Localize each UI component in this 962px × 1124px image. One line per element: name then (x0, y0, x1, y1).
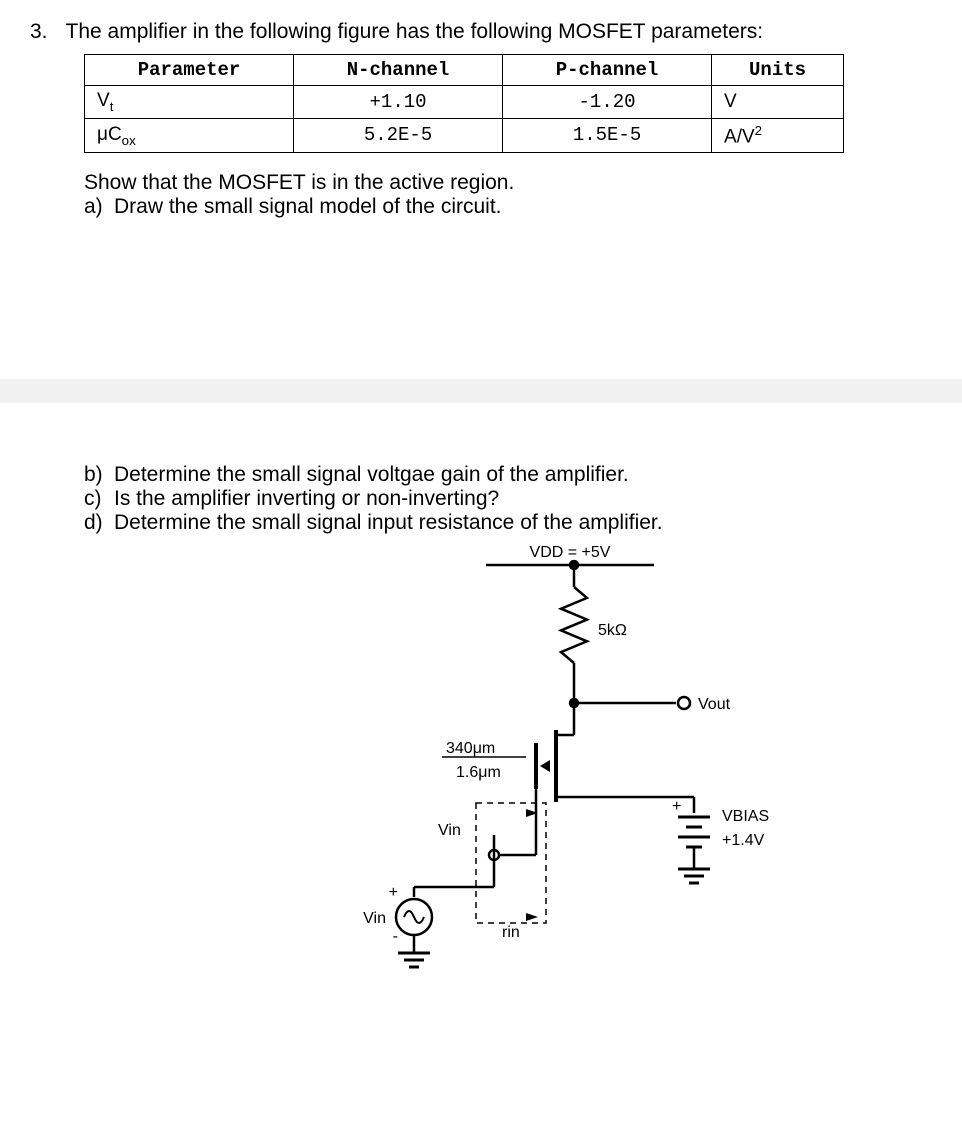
table-row: μCox5.2E-51.5E-5A/V2 (85, 118, 844, 152)
svg-text:VDD = +5V: VDD = +5V (530, 544, 611, 561)
svg-text:+: + (389, 884, 398, 901)
svg-text:-: - (393, 928, 398, 945)
cell-n: 5.2E-5 (294, 118, 503, 152)
cell-p: 1.5E-5 (503, 118, 712, 152)
subquestion-d: d) Determine the small signal input resi… (84, 511, 932, 535)
question-prompt: The amplifier in the following figure ha… (66, 20, 764, 44)
sub-letter: d) (84, 511, 114, 535)
cell-p: -1.20 (503, 86, 712, 119)
circuit-figure: VDD = +5V 5kΩ Vout + VBIAS +1.4V 340μm 1.6μm Vin… (84, 535, 932, 1015)
question-number: 3. (30, 20, 48, 44)
sub-letter: c) (84, 487, 114, 511)
sub-text: Draw the small signal model of the circu… (114, 195, 502, 219)
col-parameter: Parameter (85, 55, 294, 86)
col-pchannel: P-channel (503, 55, 712, 86)
subquestion-b: b) Determine the small signal voltgae ga… (84, 463, 932, 487)
col-nchannel: N-channel (294, 55, 503, 86)
svg-text:VBIAS: VBIAS (722, 808, 769, 825)
sub-text: Determine the small signal input resista… (114, 511, 663, 535)
svg-text:340μm: 340μm (446, 740, 495, 757)
svg-text:Vin: Vin (363, 910, 386, 927)
parameter-table: Parameter N-channel P-channel Units Vt+1… (84, 54, 844, 153)
table-row: Vt+1.10-1.20V (85, 86, 844, 119)
svg-text:1.6μm: 1.6μm (456, 764, 501, 781)
cell-n: +1.10 (294, 86, 503, 119)
sub-text: Determine the small signal voltgae gain … (114, 463, 629, 487)
cell-param: μCox (85, 118, 294, 152)
instruction-text: Show that the MOSFET is in the active re… (84, 171, 932, 195)
svg-text:5kΩ: 5kΩ (598, 622, 627, 639)
question-header: 3. The amplifier in the following figure… (30, 20, 932, 44)
cell-param: Vt (85, 86, 294, 119)
svg-text:Vin: Vin (438, 822, 461, 839)
circuit-svg: VDD = +5V 5kΩ Vout + VBIAS +1.4V 340μm 1.6μm Vin… (84, 535, 864, 1015)
sub-text: Is the amplifier inverting or non-invert… (114, 487, 499, 511)
subquestion-a: a) Draw the small signal model of the ci… (84, 195, 932, 219)
sub-letter: b) (84, 463, 114, 487)
svg-text:+1.4V: +1.4V (722, 832, 765, 849)
table-header-row: Parameter N-channel P-channel Units (85, 55, 844, 86)
sub-letter: a) (84, 195, 114, 219)
cell-u: V (712, 86, 844, 119)
svg-text:+: + (672, 798, 681, 815)
cell-u: A/V2 (712, 118, 844, 152)
subquestion-c: c) Is the amplifier inverting or non-inv… (84, 487, 932, 511)
col-units: Units (712, 55, 844, 86)
svg-text:Vout: Vout (698, 696, 731, 713)
svg-text:rin: rin (502, 924, 520, 941)
